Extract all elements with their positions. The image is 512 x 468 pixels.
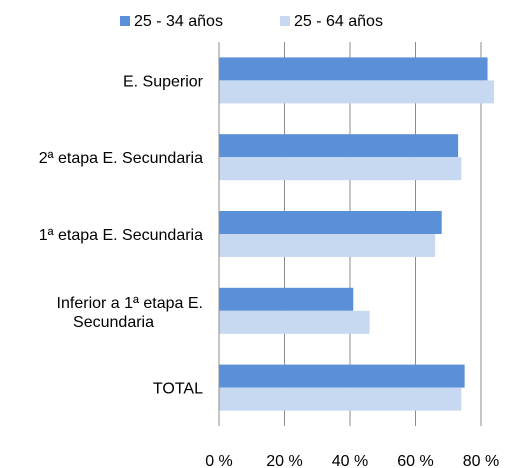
- category-label: 1ª etapa E. Secundaria: [39, 227, 203, 244]
- bar: [219, 80, 495, 104]
- bar: [219, 57, 488, 81]
- x-tick-label: 80 %: [463, 453, 499, 468]
- legend-label-2: 25 - 64 años: [294, 13, 383, 30]
- bar: [219, 310, 370, 334]
- x-tick-label: 60 %: [397, 453, 433, 468]
- x-tick-label: 0 %: [205, 453, 233, 468]
- bar: [219, 287, 354, 311]
- category-label: E. Superior: [123, 73, 204, 90]
- bar: [219, 134, 459, 158]
- x-tick-label: 40 %: [332, 453, 368, 468]
- bars: [219, 57, 495, 411]
- category-label: TOTAL: [153, 381, 203, 398]
- x-tick-label: 20 %: [266, 453, 302, 468]
- bar: [219, 387, 462, 411]
- category-label: 2ª etapa E. Secundaria: [39, 150, 203, 167]
- bar: [219, 364, 465, 388]
- bar: [219, 211, 442, 234]
- category-labels: E. Superior 2ª etapa E. Secundaria 1ª etap…: [39, 73, 204, 397]
- legend: 25 - 34 años 25 - 64 años: [120, 13, 383, 30]
- legend-label-1: 25 - 34 años: [134, 13, 223, 30]
- legend-swatch-1: [120, 16, 130, 26]
- bar: [219, 234, 436, 257]
- category-label: Inferior a 1ª etapa E. Secundaria: [57, 295, 203, 331]
- bar: [219, 157, 462, 181]
- x-tick-labels: 0 % 20 % 40 % 60 % 80 %: [205, 453, 499, 468]
- legend-swatch-2: [280, 16, 290, 26]
